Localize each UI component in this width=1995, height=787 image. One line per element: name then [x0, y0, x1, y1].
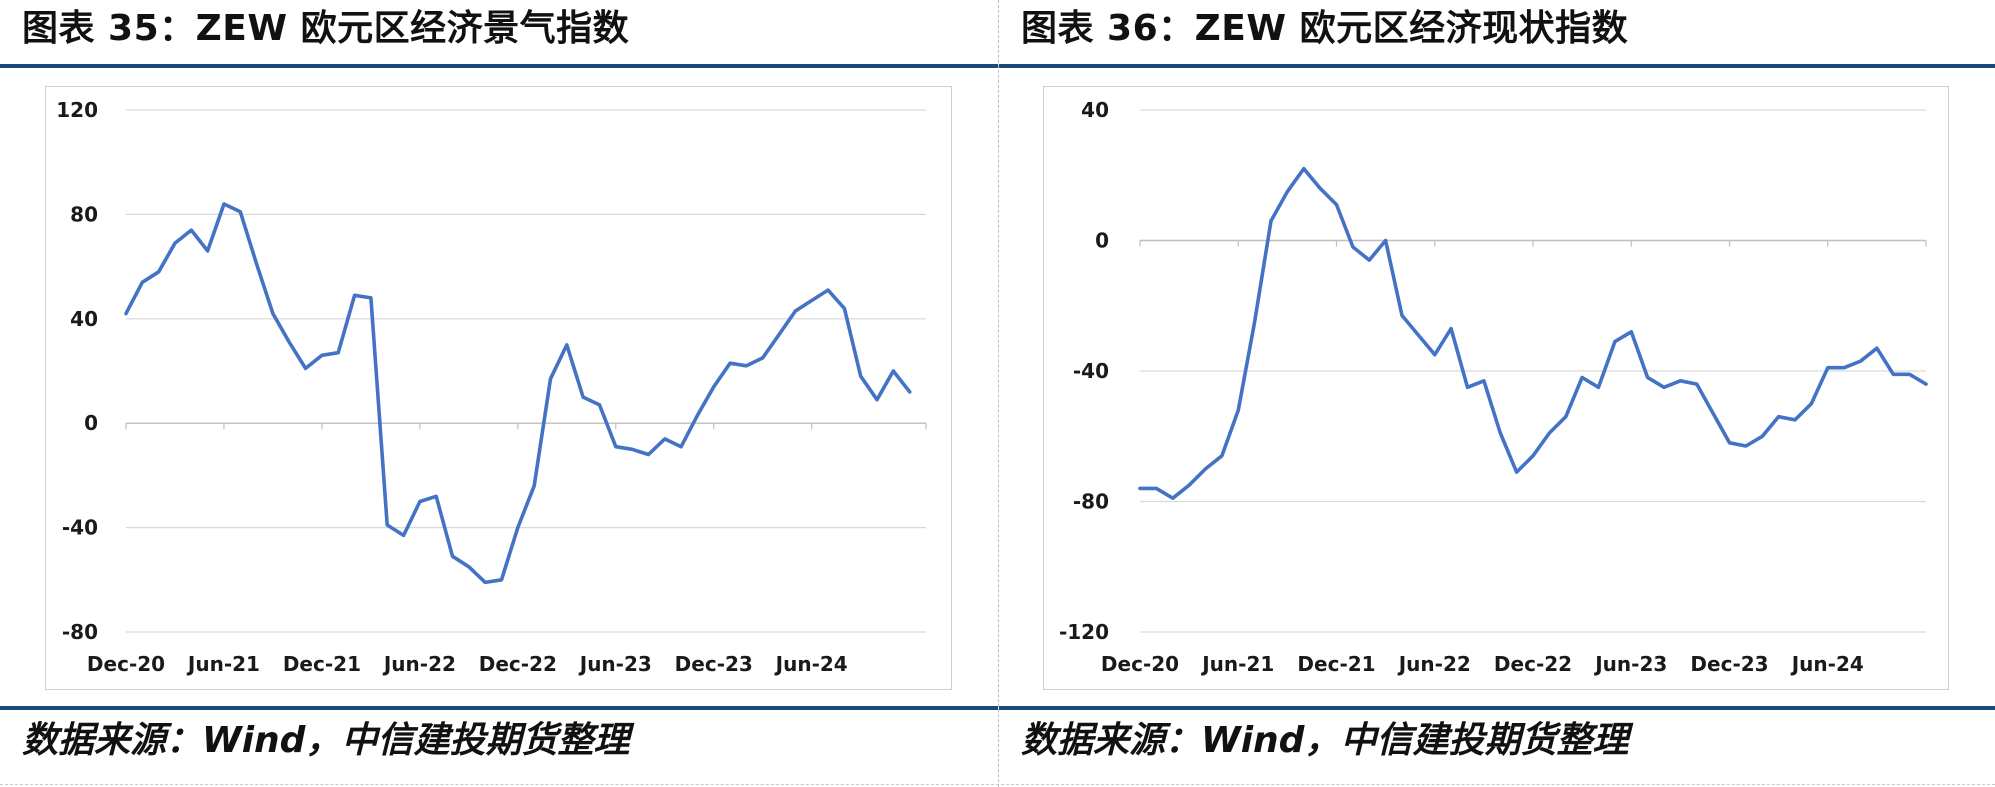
- y-tick-label: -40: [62, 516, 98, 540]
- x-tick-label: Jun-22: [382, 652, 456, 676]
- bottom-divider: [0, 784, 1995, 785]
- x-tick-label: Dec-23: [1690, 652, 1768, 676]
- x-tick-label: Dec-23: [675, 652, 753, 676]
- y-tick-label: 0: [84, 411, 98, 435]
- x-tick-label: Dec-22: [1494, 652, 1572, 676]
- title-rule: [999, 64, 1995, 68]
- title-rule: [0, 64, 998, 68]
- series-line: [124, 202, 912, 585]
- chart-title: 图表 36：ZEW 欧元区经济现状指数: [1021, 8, 1629, 49]
- x-tick-label: Dec-20: [1101, 652, 1179, 676]
- line-chart: 120 80 40 0 -40 -80 Dec-20 Jun-21 Dec-21 Jun-22 De…: [56, 98, 927, 676]
- panel-separator: [998, 0, 999, 787]
- x-tick-label: Jun-22: [1397, 652, 1471, 676]
- line-chart: 40 0 -40 -80 -120 Dec-20 Jun-21 Dec-21 Jun-22 Dec…: [1059, 98, 1928, 676]
- y-tick-label: -80: [62, 620, 98, 644]
- x-tick-label: Jun-24: [774, 652, 848, 676]
- chart-panel-36: 图表 36：ZEW 欧元区经济现状指数 40 0 -40 -80 -120 Dec-20 J…: [999, 0, 1995, 787]
- y-tick-label: 120: [56, 98, 98, 122]
- x-tick-label: Jun-21: [1200, 652, 1274, 676]
- chart-panel-35: 图表 35：ZEW 欧元区经济景气指数 120 80 40 0 -40 -80 Dec-20…: [0, 8, 998, 761]
- x-tick-label: Dec-20: [87, 652, 165, 676]
- y-tick-label: -40: [1073, 359, 1109, 383]
- series-line: [1138, 166, 1928, 501]
- x-tick-label: Dec-22: [479, 652, 557, 676]
- x-tick-label: Dec-21: [283, 652, 361, 676]
- source-rule: [999, 706, 1995, 710]
- y-tick-label: 80: [70, 202, 98, 226]
- source-note: 数据来源：Wind，中信建投期货整理: [1021, 720, 1629, 761]
- plot-frame: 120 80 40 0 -40 -80 Dec-20 Jun-21 Dec-21 Jun-22 De…: [45, 86, 952, 690]
- y-tick-label: 40: [1081, 98, 1109, 122]
- x-tick-label: Jun-24: [1790, 652, 1864, 676]
- y-tick-label: -80: [1073, 490, 1109, 514]
- chart-title: 图表 35：ZEW 欧元区经济景气指数: [22, 8, 630, 49]
- y-tick-label: -120: [1059, 620, 1109, 644]
- source-rule: [0, 706, 998, 710]
- y-tick-label: 40: [70, 307, 98, 331]
- source-note: 数据来源：Wind，中信建投期货整理: [22, 720, 630, 761]
- x-tick-label: Dec-21: [1297, 652, 1375, 676]
- x-tick-label: Jun-21: [186, 652, 260, 676]
- plot-frame: 40 0 -40 -80 -120 Dec-20 Jun-21 Dec-21 Jun-22 Dec…: [1043, 86, 1949, 690]
- x-tick-label: Jun-23: [1593, 652, 1667, 676]
- x-tick-label: Jun-23: [578, 652, 652, 676]
- y-tick-label: 0: [1095, 229, 1109, 253]
